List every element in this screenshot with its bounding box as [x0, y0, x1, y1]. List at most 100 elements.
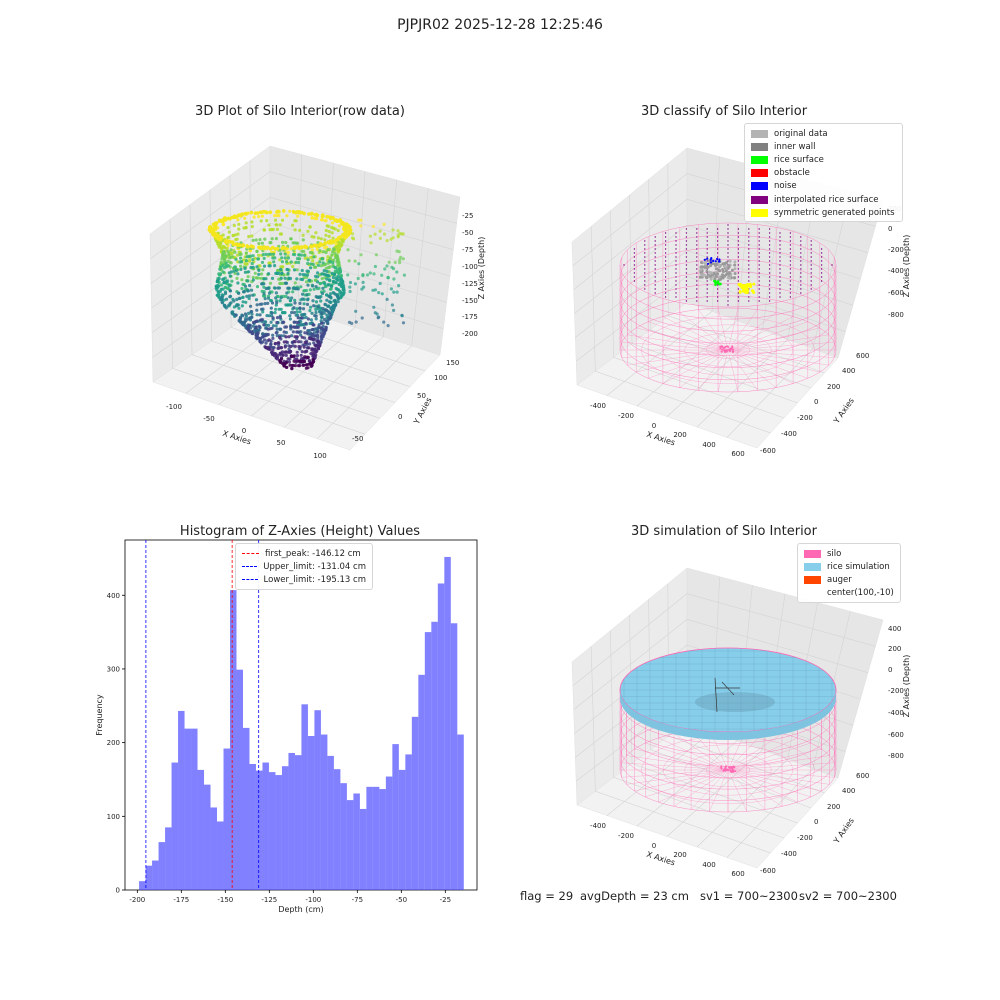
panel1-point	[354, 309, 358, 313]
panel1-point	[316, 236, 321, 240]
panel1-point	[236, 243, 240, 248]
panel1-point	[401, 257, 405, 261]
panel1-point	[332, 272, 336, 276]
panel1-point	[291, 264, 295, 269]
panel2-interpolated-point	[696, 276, 698, 278]
panel1-point	[297, 260, 301, 265]
panel1-point	[335, 260, 339, 264]
panel2-interpolated-point	[623, 264, 625, 266]
panel2-interpolated-point	[664, 232, 667, 234]
panel2-interpolated-point	[779, 244, 781, 246]
panel1-point	[288, 349, 293, 354]
panel1-point	[340, 281, 344, 285]
panel1-point	[402, 273, 406, 277]
histogram-bar	[372, 786, 380, 890]
panel2-legend-label: noise	[774, 181, 797, 192]
panel1-title: 3D Plot of Silo Interior(row data)	[195, 104, 405, 119]
panel1-point	[275, 271, 279, 275]
panel1-point	[283, 252, 287, 256]
panel1-point	[328, 215, 333, 220]
panel2-wall-point	[725, 272, 729, 276]
panel2-wall-point	[719, 277, 722, 281]
panel2-interpolated-point	[779, 264, 781, 266]
panel2-interpolated-point	[779, 256, 781, 258]
panel2-interpolated-point	[633, 272, 636, 274]
panel1-point	[273, 256, 277, 260]
panel2-legend-label: original data	[774, 128, 828, 139]
panel1-point	[236, 291, 241, 295]
panel1-point	[330, 271, 334, 275]
panel2-interpolated-point	[758, 284, 760, 286]
panel1-point	[385, 297, 389, 301]
panel1-point	[328, 256, 332, 260]
panel1-point	[251, 265, 255, 269]
panel1-point	[324, 250, 328, 255]
panel3-x-tick: -75	[352, 896, 363, 904]
panel2-interpolated-point	[696, 236, 698, 238]
panel1-point	[306, 329, 310, 333]
panel1-point	[320, 337, 324, 341]
panel1-point	[282, 364, 286, 368]
panel1-point	[274, 307, 278, 311]
panel2-interpolated-point	[810, 272, 812, 274]
panel1-point	[240, 304, 244, 308]
panel1-point	[268, 291, 272, 295]
panel1-point	[307, 336, 311, 340]
panel2-interpolated-point	[727, 228, 729, 230]
panel2-interpolated-point	[685, 248, 688, 250]
panel1-point	[227, 284, 231, 288]
panel1-point	[220, 246, 224, 250]
panel2-interpolated-point	[737, 260, 740, 262]
panel3-legend-label: Upper_limit: -131.04 cm	[263, 561, 366, 572]
panel1-point	[217, 284, 221, 288]
panel2-interpolated-point	[654, 272, 656, 274]
panel2-interpolated-point	[748, 268, 750, 270]
panel1-point	[260, 289, 264, 293]
panel1-point	[319, 340, 323, 344]
panel2-rice-point	[718, 282, 721, 286]
panel1-point	[298, 364, 302, 368]
panel1-point	[230, 311, 234, 315]
panel2-x-tick: 0	[652, 422, 656, 430]
histogram-bar	[418, 674, 425, 890]
panel2-interpolated-point	[706, 228, 708, 230]
panel1-point	[235, 297, 239, 302]
panel4-y-tick: 0	[814, 818, 818, 826]
panel1-point	[248, 283, 252, 288]
panel1-point	[380, 292, 384, 296]
panel1-point	[304, 321, 308, 325]
panel1-point	[385, 264, 389, 268]
histogram-bar	[275, 775, 282, 890]
panel1-point	[334, 292, 338, 296]
panel1-z-tick: -175	[462, 313, 478, 321]
panel1-point	[218, 241, 222, 246]
panel1-point	[313, 354, 317, 358]
panel1-point	[304, 363, 308, 367]
panel2-interpolated-point	[706, 296, 708, 298]
panel2-interpolated-point	[696, 240, 698, 242]
panel2-interpolated-point	[789, 264, 792, 266]
panel2-y-tick: -600	[760, 447, 776, 455]
histogram-bar	[333, 769, 341, 890]
panel1-x-tick: 100	[313, 452, 326, 460]
panel1-point	[293, 364, 297, 368]
panel2-interpolated-point	[716, 284, 719, 286]
histogram-bar	[262, 762, 269, 890]
panel2-z-tick: -800	[888, 311, 904, 319]
panel1-point	[251, 254, 255, 258]
panel1-point	[262, 264, 267, 268]
panel2-interpolated-point	[789, 296, 792, 298]
status-avg-depth: avgDepth = 23 cm	[580, 889, 689, 903]
panel2-interpolated-point	[789, 252, 792, 254]
panel2-interpolated-point	[800, 268, 802, 270]
panel1-point	[208, 225, 212, 229]
panel1-point	[233, 250, 237, 254]
panel2-interpolated-point	[768, 276, 771, 278]
panel1-point	[306, 346, 310, 350]
panel1-point	[240, 278, 244, 282]
panel1-point	[334, 256, 338, 260]
panel4-legend-label: auger	[827, 574, 852, 585]
panel1-point	[217, 295, 221, 299]
panel1-point	[249, 210, 254, 215]
panel1-point	[247, 234, 251, 239]
